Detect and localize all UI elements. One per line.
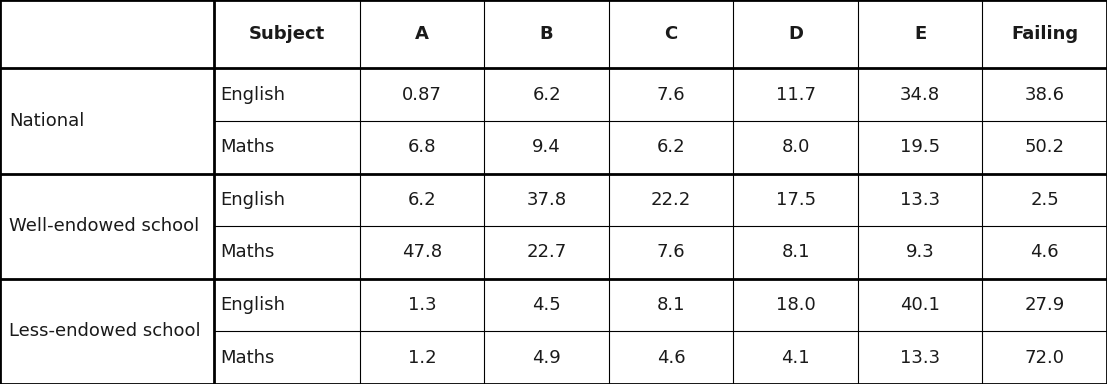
Text: English: English — [220, 86, 284, 104]
Text: 9.3: 9.3 — [906, 243, 934, 262]
Text: 13.3: 13.3 — [900, 191, 940, 209]
Text: A: A — [415, 25, 430, 43]
Text: 37.8: 37.8 — [527, 191, 567, 209]
Text: 2.5: 2.5 — [1031, 191, 1059, 209]
Text: Failing: Failing — [1011, 25, 1078, 43]
Text: 4.5: 4.5 — [532, 296, 561, 314]
Text: 9.4: 9.4 — [532, 138, 561, 156]
Text: 40.1: 40.1 — [900, 296, 940, 314]
Text: 18.0: 18.0 — [776, 296, 816, 314]
Text: National: National — [9, 112, 84, 130]
Text: 72.0: 72.0 — [1025, 349, 1065, 367]
Text: 6.2: 6.2 — [407, 191, 436, 209]
Text: 8.1: 8.1 — [656, 296, 685, 314]
Text: 4.6: 4.6 — [1031, 243, 1059, 262]
Text: 50.2: 50.2 — [1025, 138, 1065, 156]
Text: 38.6: 38.6 — [1025, 86, 1065, 104]
Text: 6.2: 6.2 — [656, 138, 685, 156]
Text: E: E — [914, 25, 927, 43]
Text: B: B — [540, 25, 554, 43]
Text: English: English — [220, 191, 284, 209]
Text: 47.8: 47.8 — [402, 243, 442, 262]
Text: C: C — [664, 25, 677, 43]
Text: 27.9: 27.9 — [1025, 296, 1065, 314]
Text: English: English — [220, 296, 284, 314]
Text: 17.5: 17.5 — [776, 191, 816, 209]
Text: Well-endowed school: Well-endowed school — [9, 217, 199, 235]
Text: 1.2: 1.2 — [407, 349, 436, 367]
Text: Less-endowed school: Less-endowed school — [9, 323, 200, 340]
Text: 13.3: 13.3 — [900, 349, 940, 367]
Text: 4.6: 4.6 — [656, 349, 685, 367]
Text: Maths: Maths — [220, 243, 275, 262]
Text: 8.1: 8.1 — [782, 243, 810, 262]
Text: 8.0: 8.0 — [782, 138, 810, 156]
Text: 7.6: 7.6 — [656, 243, 685, 262]
Text: 4.1: 4.1 — [782, 349, 810, 367]
Text: 6.2: 6.2 — [532, 86, 561, 104]
Text: 19.5: 19.5 — [900, 138, 940, 156]
Text: Maths: Maths — [220, 138, 275, 156]
Text: Subject: Subject — [249, 25, 325, 43]
Text: 34.8: 34.8 — [900, 86, 940, 104]
Text: 0.87: 0.87 — [402, 86, 442, 104]
Text: 11.7: 11.7 — [776, 86, 816, 104]
Text: Maths: Maths — [220, 349, 275, 367]
Text: 22.7: 22.7 — [527, 243, 567, 262]
Text: 1.3: 1.3 — [407, 296, 436, 314]
Text: 4.9: 4.9 — [532, 349, 561, 367]
Text: 22.2: 22.2 — [651, 191, 691, 209]
Text: 6.8: 6.8 — [407, 138, 436, 156]
Text: 7.6: 7.6 — [656, 86, 685, 104]
Text: D: D — [788, 25, 804, 43]
